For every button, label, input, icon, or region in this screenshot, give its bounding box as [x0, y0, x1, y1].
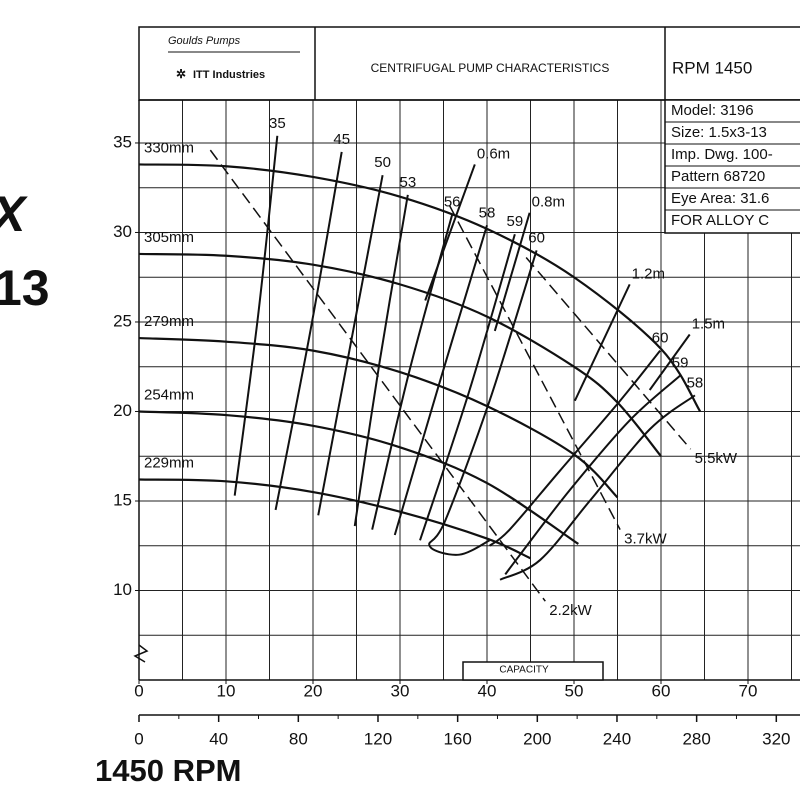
efficiency-curve [317, 174, 384, 516]
info-row: FOR ALLOY C [671, 212, 769, 229]
head-curve-label: 330mm [144, 139, 194, 156]
power-curve [209, 149, 546, 602]
x2-tick-label: 200 [523, 729, 551, 748]
footer-title: 1450 RPM [95, 753, 241, 788]
head-curve [138, 163, 702, 413]
capacity-box [462, 661, 604, 681]
npsh-curve-label: 0.8m [532, 194, 565, 211]
efficiency-curve-label: 59 [506, 213, 523, 230]
efficiency-curve [419, 233, 516, 541]
company: ITT Industries [193, 69, 265, 81]
efficiency-curve [371, 214, 454, 530]
head-curve-label: 305mm [144, 229, 194, 246]
y-tick-label: 30 [113, 222, 132, 241]
efficiency-curve [488, 349, 661, 547]
info-row: Imp. Dwg. 100- [671, 146, 773, 163]
x2-tick-label: 40 [209, 729, 228, 748]
cut-title: 13 [0, 260, 50, 316]
axis-break [133, 644, 149, 663]
efficiency-curve-label: 59 [672, 355, 689, 372]
npsh-curve [424, 164, 476, 301]
x2-tick-label: 280 [682, 729, 710, 748]
efficiency-curve-label: 35 [269, 115, 286, 132]
power-curve-label: 5.5kW [695, 450, 738, 467]
info-row: Eye Area: 31.6 [671, 190, 769, 207]
x2-tick-label: 160 [443, 729, 471, 748]
x-tick-label: 30 [391, 681, 410, 700]
efficiency-curve [233, 135, 279, 496]
power-curve [525, 257, 692, 450]
efficiency-curve-label: 60 [528, 229, 545, 246]
x2-tick-label: 320 [762, 729, 790, 748]
x-tick-label: 40 [478, 681, 497, 700]
brand: Goulds Pumps [168, 35, 241, 47]
efficiency-curve [499, 394, 696, 581]
efficiency-curve-label: 45 [333, 131, 350, 148]
logo-mark: ✲ [176, 67, 186, 81]
efficiency-curve-label: 56 [444, 194, 461, 211]
y-tick-label: 25 [113, 311, 132, 330]
x-tick-label: 70 [739, 681, 758, 700]
head-curve [138, 252, 662, 457]
efficiency-curve-label: 50 [374, 154, 391, 171]
efficiency-curve-label: 58 [479, 204, 496, 221]
head-curve [138, 478, 531, 560]
head-curve [138, 336, 619, 499]
rpm: RPM 1450 [672, 58, 752, 77]
x-tick-label: 50 [565, 681, 584, 700]
cut-title: X [0, 186, 28, 242]
head-curve-label: 229mm [144, 454, 194, 471]
efficiency-curve-label: 53 [399, 174, 416, 191]
info-row: Model: 3196 [671, 102, 754, 119]
info-row: Size: 1.5x3-13 [671, 124, 767, 141]
npsh-curve-label: 0.6m [477, 145, 510, 162]
x-tick-label: 20 [304, 681, 323, 700]
y-tick-label: 15 [113, 490, 132, 509]
efficiency-curve [393, 225, 488, 536]
x-tick-label: 0 [134, 681, 143, 700]
power-curve [448, 205, 621, 530]
power-curve-label: 3.7kW [624, 531, 667, 548]
x-tick-label: 10 [217, 681, 236, 700]
y-tick-label: 35 [113, 132, 132, 151]
efficiency-curve-label: 58 [687, 374, 704, 391]
efficiency-curve [428, 250, 538, 556]
y-tick-label: 20 [113, 401, 132, 420]
npsh-curve-label: 1.2m [632, 265, 665, 282]
x2-tick-label: 80 [289, 729, 308, 748]
info-row: Pattern 68720 [671, 168, 765, 185]
header-box [138, 26, 800, 101]
x-axis-title: CAPACITY [499, 665, 549, 676]
head-curve-label: 254mm [144, 386, 194, 403]
efficiency-curve-label: 60 [652, 330, 669, 347]
y-tick-label: 10 [113, 580, 132, 599]
npsh-curve [573, 283, 631, 402]
power-curve-label: 2.2kW [549, 602, 592, 619]
x2-tick-label: 120 [364, 729, 392, 748]
header-title: CENTRIFUGAL PUMP CHARACTERISTICS [371, 61, 610, 75]
x-tick-label: 60 [652, 681, 671, 700]
efficiency-curve [274, 151, 343, 511]
npsh-curve [493, 212, 531, 332]
head-curve [138, 410, 579, 545]
efficiency-curve [353, 194, 409, 527]
x2-tick-label: 0 [134, 729, 143, 748]
npsh-curve [648, 333, 691, 391]
npsh-curve-label: 1.5m [692, 315, 725, 332]
head-curve-label: 279mm [144, 313, 194, 330]
x2-tick-label: 240 [603, 729, 631, 748]
